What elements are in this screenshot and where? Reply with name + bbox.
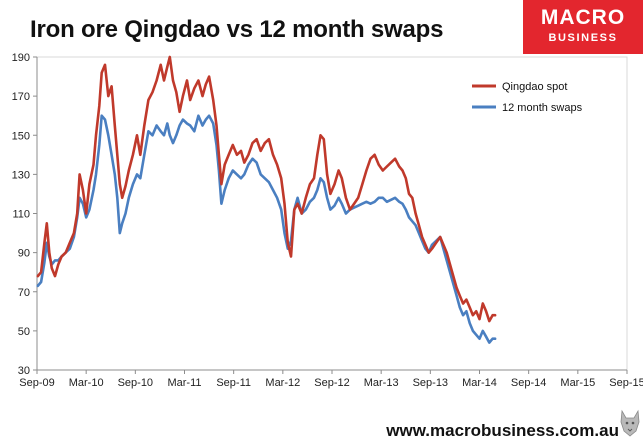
series-line-12-month-swaps xyxy=(36,114,497,344)
y-tick-label: 50 xyxy=(18,326,30,338)
logo-line-1: MACRO xyxy=(540,6,626,29)
y-tick-label: 70 xyxy=(18,287,30,299)
x-tick-label: Sep-11 xyxy=(216,377,251,389)
wolf-icon xyxy=(620,409,640,437)
legend-label: 12 month swaps xyxy=(502,102,583,114)
x-tick-label: Mar-15 xyxy=(560,377,595,389)
x-tick-label: Mar-12 xyxy=(265,377,300,389)
y-tick-label: 190 xyxy=(12,52,30,64)
y-tick-label: 170 xyxy=(12,91,30,103)
macrobusiness-logo[interactable]: MACRO BUSINESS xyxy=(523,0,643,54)
legend-label: Qingdao spot xyxy=(502,81,567,93)
y-tick-label: 110 xyxy=(12,209,30,221)
logo-line-2: BUSINESS xyxy=(548,32,618,44)
x-tick-label: Mar-13 xyxy=(364,377,399,389)
x-tick-label: Mar-10 xyxy=(69,377,104,389)
y-tick-label: 30 xyxy=(18,365,30,377)
series-layer xyxy=(36,55,497,344)
legend: Qingdao spot 12 month swaps xyxy=(472,81,583,114)
x-tick-label: Sep-14 xyxy=(511,377,546,389)
x-tick-label: Mar-11 xyxy=(167,377,201,389)
y-tick-label: 90 xyxy=(18,248,30,260)
y-tick-label: 130 xyxy=(12,169,30,181)
chart-axes xyxy=(33,56,628,374)
x-tick-label: Sep-15 xyxy=(609,377,643,389)
y-tick-label: 150 xyxy=(12,130,30,142)
footer-bar xyxy=(0,418,643,438)
chart-title: Iron ore Qingdao vs 12 month swaps xyxy=(30,16,444,43)
x-tick-label: Sep-13 xyxy=(413,377,448,389)
x-tick-label: Sep-12 xyxy=(314,377,349,389)
x-tick-label: Sep-09 xyxy=(19,377,54,389)
series-line-qingdao-spot xyxy=(36,55,497,323)
x-tick-label: Sep-10 xyxy=(118,377,153,389)
y-tick-labels: 30 50 70 90 110 130 150 170 190 xyxy=(12,52,30,377)
footer-url[interactable]: www.macrobusiness.com.au xyxy=(386,421,619,440)
x-tick-labels: Sep-09 Mar-10 Sep-10 Mar-11 Sep-11 Mar-12 Sep-… xyxy=(19,377,643,389)
x-tick-label: Mar-14 xyxy=(462,377,497,389)
